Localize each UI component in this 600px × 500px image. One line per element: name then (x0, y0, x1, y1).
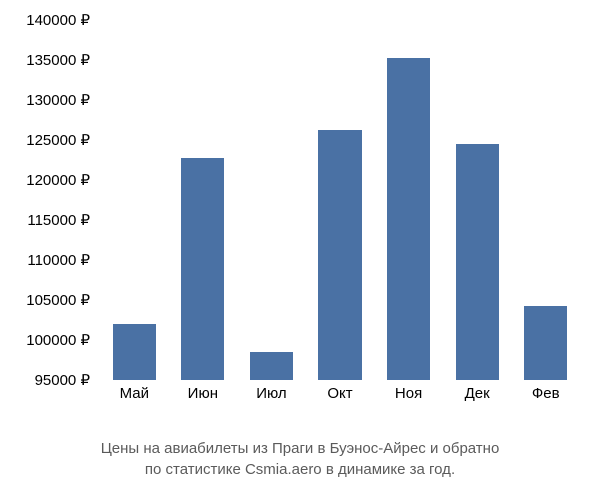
x-tick-label: Июл (256, 385, 286, 402)
y-tick-label: 105000 ₽ (26, 291, 90, 309)
bar (113, 324, 156, 380)
y-tick-label: 130000 ₽ (26, 91, 90, 109)
y-axis: 95000 ₽100000 ₽105000 ₽110000 ₽115000 ₽1… (0, 20, 95, 380)
x-tick-label: Май (120, 385, 149, 402)
y-tick-label: 125000 ₽ (26, 131, 90, 149)
y-tick-label: 140000 ₽ (26, 11, 90, 29)
bar (318, 130, 361, 380)
bar (524, 306, 567, 380)
x-tick-label: Дек (465, 385, 490, 402)
x-tick-label: Ноя (395, 385, 422, 402)
caption-line-1: Цены на авиабилеты из Праги в Буэнос-Айр… (0, 438, 600, 459)
x-axis: Май Июн Июл Окт Ноя Дек Фев (100, 385, 580, 410)
bar (250, 352, 293, 380)
plot-area (100, 20, 580, 380)
price-chart: 95000 ₽ 100000 ₽ 105000 ₽ 110000 ₽ 115000 ₽ 1… (0, 0, 600, 430)
y-tick-label: 115000 ₽ (27, 211, 90, 229)
y-tick-label: 100000 ₽ (26, 331, 90, 349)
bar (181, 158, 224, 380)
bar (387, 58, 430, 380)
y-tick-label: 95000 ₽ (35, 371, 90, 389)
y-tick-label: 110000 ₽ (27, 251, 90, 269)
chart-caption: Цены на авиабилеты из Праги в Буэнос-Айр… (0, 438, 600, 480)
x-tick-label: Окт (327, 385, 352, 402)
y-tick-label: 135000 ₽ (26, 51, 90, 69)
bar (456, 144, 499, 380)
x-tick-label: Июн (188, 385, 218, 402)
caption-line-2: по статистике Csmia.aero в динамике за г… (0, 459, 600, 480)
x-tick-label: Фев (532, 385, 560, 402)
bars-group (100, 20, 580, 380)
y-tick-label: 120000 ₽ (26, 171, 90, 189)
